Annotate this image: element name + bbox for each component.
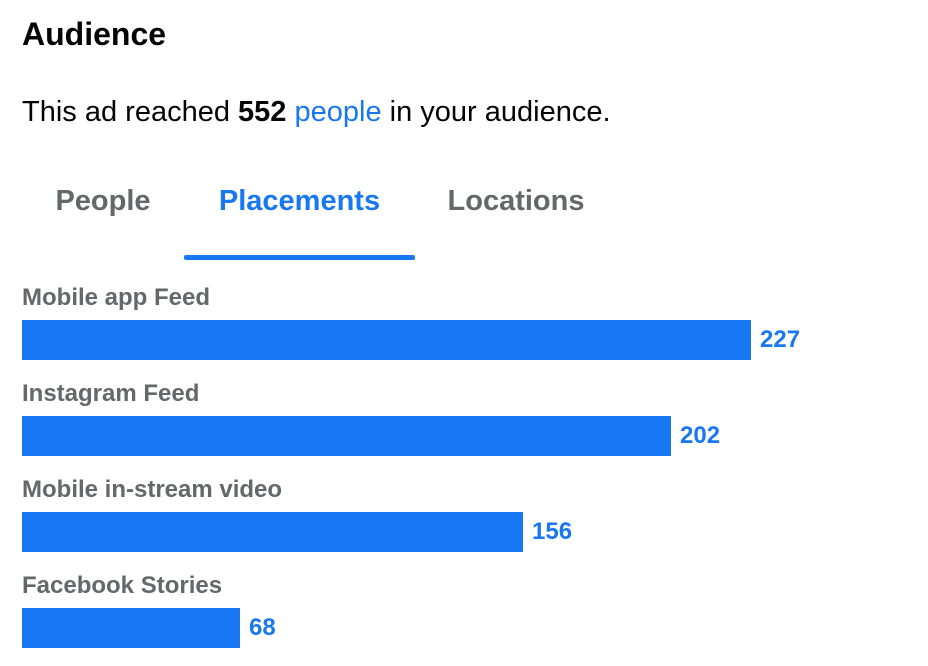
active-tab-indicator	[184, 255, 415, 260]
chart-row: Mobile app Feed 227	[22, 282, 928, 378]
tab-placements[interactable]: Placements	[184, 170, 415, 260]
tab-locations[interactable]: Locations	[415, 170, 617, 260]
bar	[22, 512, 523, 552]
reach-summary: This ad reached 552 people in your audie…	[22, 93, 611, 131]
category-label: Instagram Feed	[22, 380, 200, 407]
category-label: Mobile app Feed	[22, 284, 211, 311]
audience-tabs: People Placements Locations	[22, 170, 928, 262]
bar-value-label: 68	[249, 614, 276, 641]
bar	[22, 416, 671, 456]
bar	[22, 320, 751, 360]
bar-value-label: 227	[760, 326, 801, 353]
chart-row: Facebook Stories 68	[22, 570, 928, 666]
chart-row: Mobile in-stream video 156	[22, 474, 928, 570]
reach-count: 552	[238, 96, 287, 128]
tab-people-label: People	[55, 185, 151, 217]
summary-suffix: in your audience.	[389, 96, 611, 128]
chart-row: Instagram Feed 202	[22, 378, 928, 474]
placements-bar-chart: Mobile app Feed 227 Instagram Feed 202 M…	[22, 282, 928, 666]
category-label: Facebook Stories	[22, 572, 223, 599]
tab-locations-label: Locations	[447, 185, 585, 217]
bar	[22, 608, 240, 648]
tab-people[interactable]: People	[22, 170, 184, 260]
people-link[interactable]: people	[294, 96, 382, 128]
bar-value-label: 156	[532, 518, 573, 545]
summary-prefix: This ad reached	[22, 96, 230, 128]
tab-placements-label: Placements	[218, 185, 381, 217]
section-title: Audience	[22, 16, 167, 52]
category-label: Mobile in-stream video	[22, 476, 283, 503]
bar-value-label: 202	[680, 422, 721, 449]
